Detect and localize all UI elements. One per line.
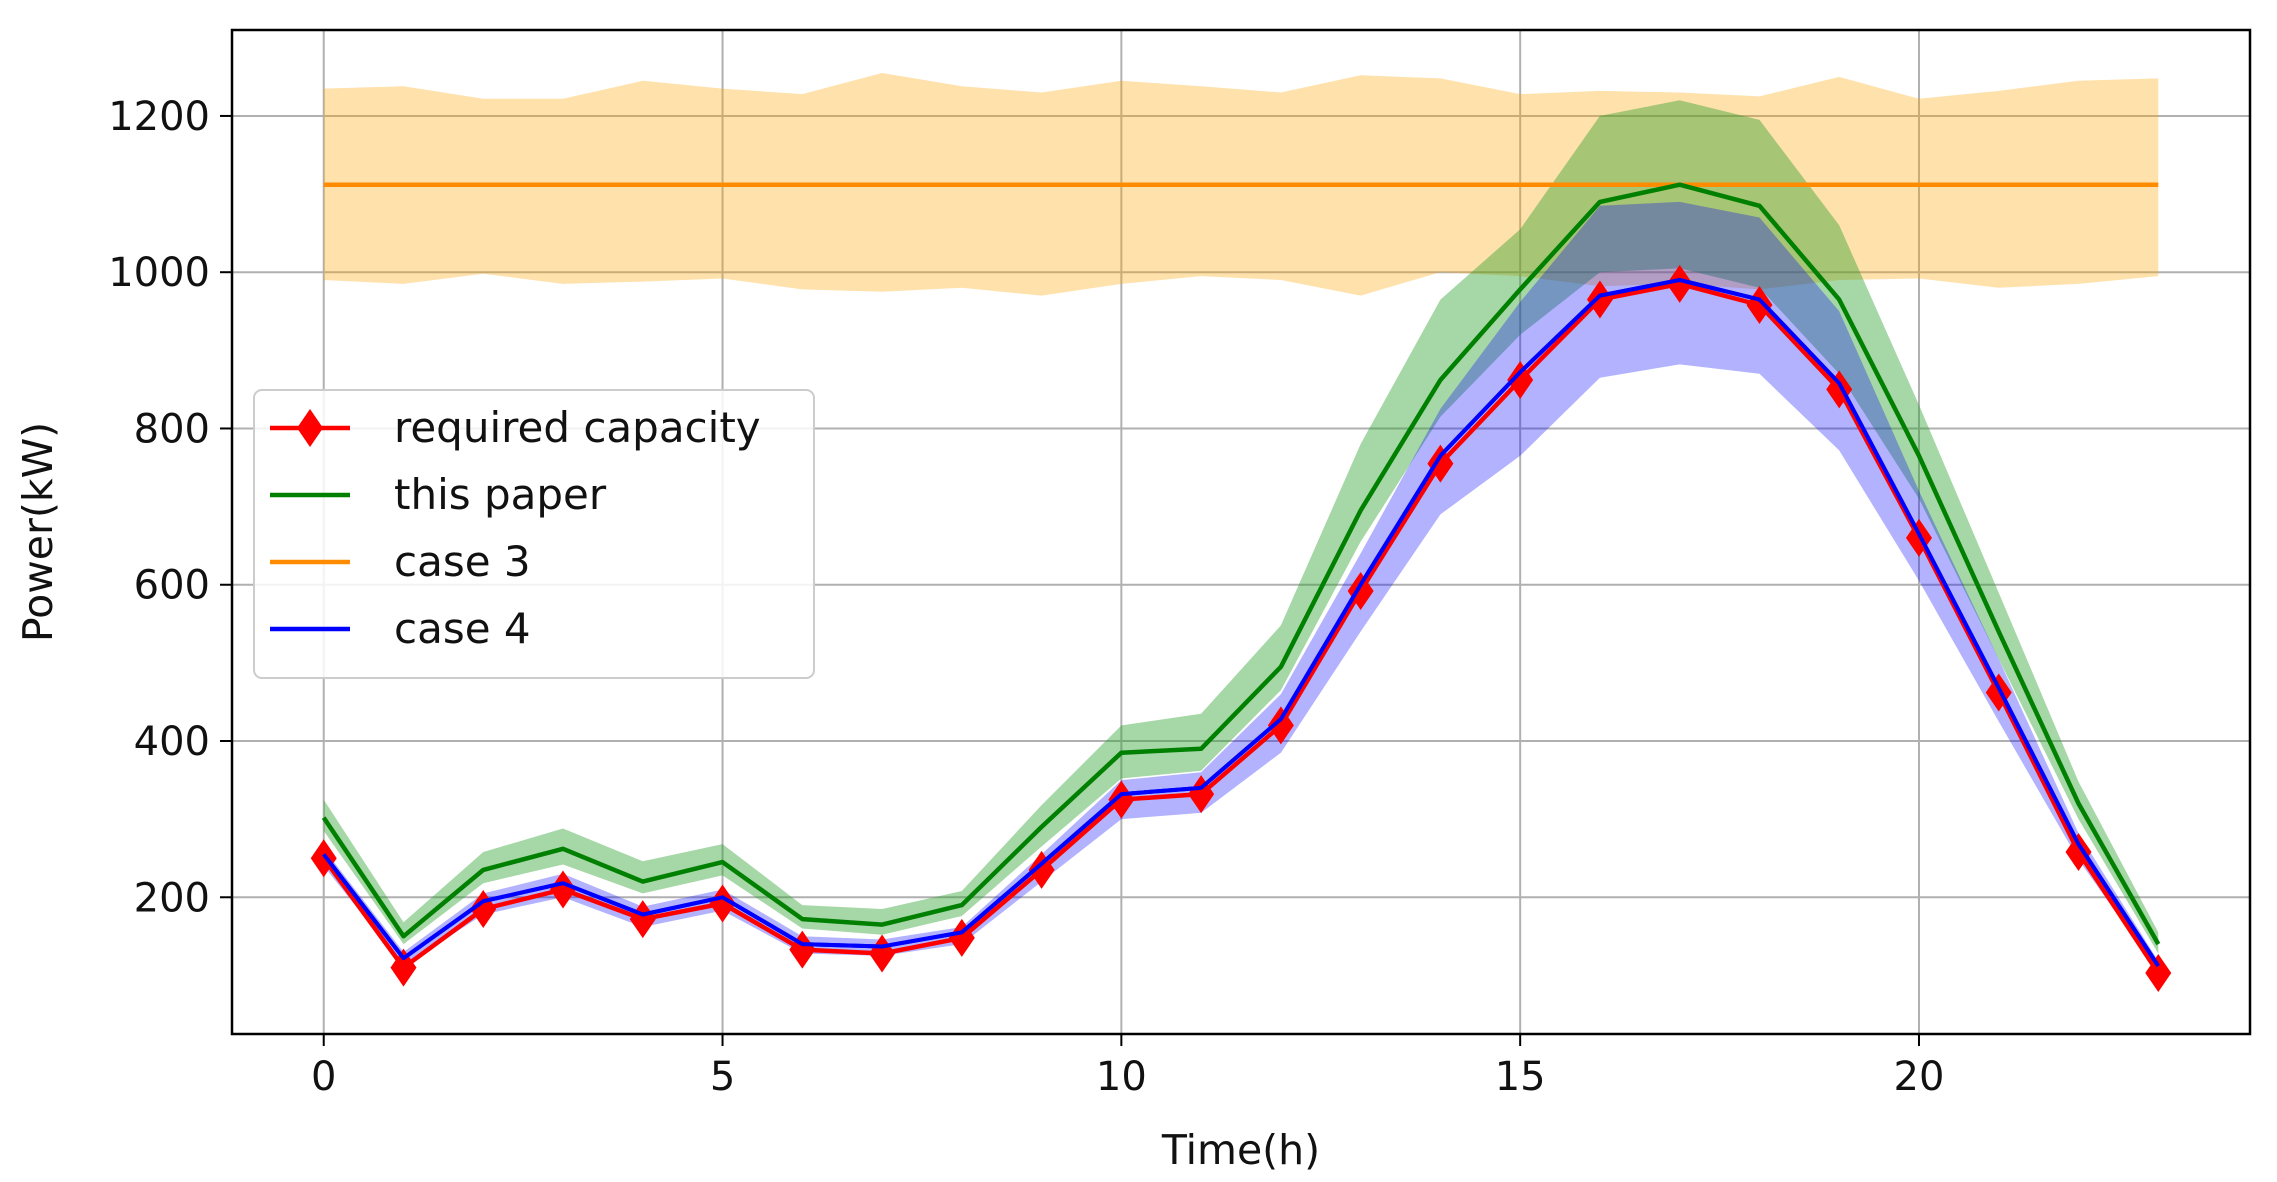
required-capacity-point [1507, 361, 1534, 400]
y-tick-label: 200 [134, 875, 210, 921]
y-tick-label: 400 [134, 719, 210, 765]
x-tick-label: 0 [311, 1054, 336, 1100]
case-4-line-overlay [322, 278, 2160, 968]
required-capacity-point [1427, 444, 1454, 483]
legend-label: this paper [394, 470, 607, 519]
required-capacity-point [2145, 954, 2172, 993]
y-tick-label: 600 [134, 563, 210, 609]
legend: required capacity this paper case 3 case 4 [253, 389, 815, 679]
required-capacity-point [1746, 286, 1773, 325]
x-tick-label: 5 [710, 1054, 735, 1100]
required-capacity-point [1347, 571, 1374, 610]
axis-ticks: 0 5 10 15 20 200 400 600 800 1000 1200 [108, 94, 1944, 1100]
y-axis-title: Power(kW) [14, 422, 62, 642]
x-tick-label: 15 [1495, 1054, 1546, 1100]
this-paper-band [323, 100, 2159, 954]
required-capacity-point [709, 884, 736, 923]
legend-label: case 3 [394, 537, 531, 586]
required-capacity-point [550, 870, 577, 909]
y-tick-label: 1200 [108, 94, 210, 140]
required-capacity-point [1108, 780, 1135, 819]
required-capacity-point [1586, 280, 1613, 319]
required-capacity-point [390, 948, 417, 987]
x-tick-label: 20 [1894, 1054, 1945, 1100]
required-capacity-point [629, 900, 656, 939]
required-capacity-point [2065, 832, 2092, 871]
legend-label: required capacity [394, 403, 761, 452]
this-paper-line [321, 182, 2161, 946]
plot-frame [230, 28, 2252, 1036]
required-capacity-line [321, 281, 2161, 975]
legend-marker [297, 409, 323, 447]
legend-label: case 4 [394, 604, 531, 653]
x-tick-label: 10 [1096, 1054, 1147, 1100]
legend-box [253, 389, 815, 679]
x-axis-title: Time(h) [1161, 1126, 1320, 1174]
series-markers [310, 264, 2172, 993]
required-capacity-point [1267, 706, 1294, 745]
y-tick-label: 800 [134, 406, 210, 452]
required-capacity-point [310, 839, 337, 878]
required-capacity-point [1666, 264, 1693, 303]
y-tick-label: 1000 [108, 250, 210, 296]
